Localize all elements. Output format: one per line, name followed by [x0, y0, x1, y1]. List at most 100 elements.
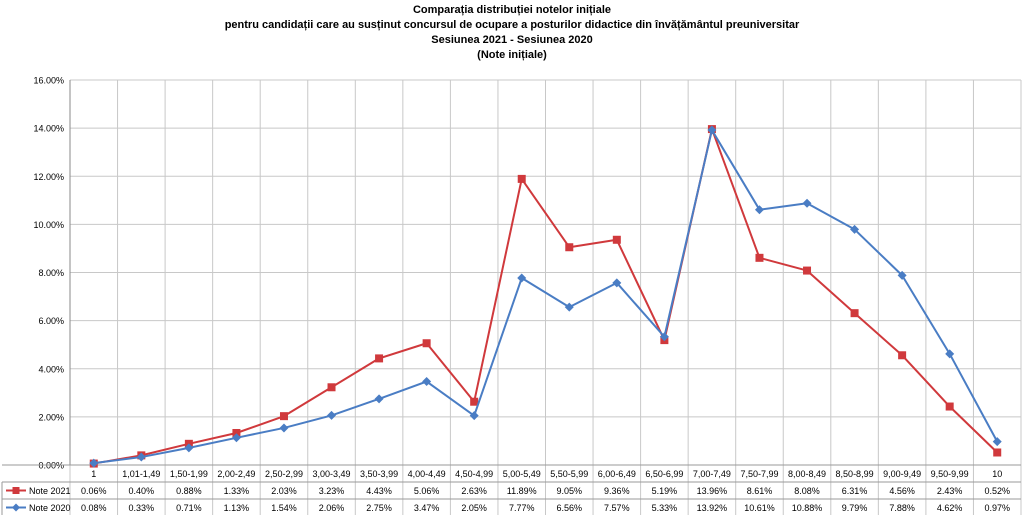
- y-tick-label: 12.00%: [33, 172, 64, 182]
- data-label-note-2021: 4.43%: [366, 486, 392, 496]
- data-point-note-2021: [803, 266, 812, 275]
- data-label-note-2020: 4.62%: [937, 503, 963, 513]
- data-point-note-2020: [89, 458, 99, 468]
- x-category-label: 5,50-5,99: [550, 469, 588, 479]
- title-line-1: Comparația distribuției notelor inițiale: [412, 4, 612, 16]
- data-point-note-2020: [850, 224, 860, 234]
- data-label-note-2020: 7.77%: [509, 503, 535, 513]
- data-label-note-2021: 8.61%: [747, 486, 773, 496]
- data-point-note-2020: [992, 437, 1002, 447]
- data-point-note-2020: [897, 270, 907, 280]
- data-label-note-2020: 1.13%: [224, 503, 250, 513]
- x-category-label: 3,50-3,99: [360, 469, 398, 479]
- x-category-label: 9,50-9,99: [931, 469, 969, 479]
- data-point-note-2020: [659, 332, 669, 342]
- x-category-label: 1: [91, 469, 96, 479]
- data-point-note-2020: [564, 302, 574, 312]
- chart-title: Comparația distribuției notelor inițiale…: [0, 3, 1024, 63]
- data-point-note-2020: [231, 433, 241, 443]
- data-point-note-2020: [754, 205, 764, 215]
- series-layer: [89, 125, 1002, 468]
- data-label-note-2021: 4.56%: [889, 486, 915, 496]
- data-label-note-2020: 10.61%: [744, 503, 775, 513]
- x-category-label: 5,00-5,49: [503, 469, 541, 479]
- data-point-note-2020: [374, 394, 384, 404]
- data-label-note-2020: 1.54%: [271, 503, 297, 513]
- legend-key-marker-note-2020: [12, 503, 20, 512]
- series-line-note-2020: [93, 129, 999, 465]
- series-note-2020: [89, 125, 1002, 468]
- data-label-note-2021: 1.33%: [224, 486, 250, 496]
- data-label-note-2021: 5.19%: [652, 486, 678, 496]
- data-point-note-2020: [327, 410, 337, 420]
- x-category-label: 7,00-7,49: [693, 469, 731, 479]
- data-point-note-2021: [279, 412, 288, 421]
- data-point-note-2021: [375, 354, 384, 363]
- data-point-note-2020: [136, 452, 146, 462]
- data-label-note-2020: 13.92%: [697, 503, 728, 513]
- x-category-label: 4,50-4,99: [455, 469, 493, 479]
- data-point-note-2021: [850, 309, 859, 318]
- data-label-note-2020: 3.47%: [414, 503, 440, 513]
- y-tick-label: 8.00%: [38, 268, 64, 278]
- data-label-note-2020: 10.88%: [792, 503, 823, 513]
- y-tick-label: 6.00%: [38, 316, 64, 326]
- data-point-note-2021: [945, 402, 954, 411]
- data-label-note-2021: 11.89%: [507, 486, 537, 496]
- data-label-note-2021: 2.03%: [271, 486, 297, 496]
- x-category-label: 2,50-2,99: [265, 469, 303, 479]
- y-tick-label: 14.00%: [33, 124, 64, 134]
- data-label-note-2021: 0.88%: [176, 486, 202, 496]
- x-category-label: 6,50-6,99: [645, 469, 683, 479]
- title-line-3: Sesiunea 2021 - Sesiunea 2020: [431, 34, 593, 46]
- data-label-note-2020: 7.57%: [604, 503, 630, 513]
- data-point-note-2020: [279, 423, 289, 433]
- legend-label-note-2020: Note 2020: [29, 503, 71, 513]
- data-label-note-2021: 0.06%: [81, 486, 107, 496]
- data-label-note-2020: 0.71%: [176, 503, 202, 513]
- data-point-note-2021: [327, 383, 336, 392]
- data-label-note-2021: 3.23%: [319, 486, 345, 496]
- data-label-note-2020: 0.08%: [81, 503, 107, 513]
- x-category-label: 1,01-1,49: [122, 469, 160, 479]
- data-point-note-2020: [945, 349, 955, 359]
- y-tick-label: 4.00%: [38, 364, 64, 374]
- data-point-note-2020: [469, 411, 479, 421]
- x-category-label: 6,00-6,49: [598, 469, 636, 479]
- data-label-note-2021: 0.52%: [984, 486, 1010, 496]
- data-label-note-2021: 2.63%: [461, 486, 487, 496]
- grid-layer: [69, 79, 1022, 515]
- title-line-4: (Note inițiale): [477, 49, 547, 61]
- data-point-note-2020: [184, 443, 194, 453]
- data-point-note-2021: [470, 397, 479, 406]
- data-label-note-2021: 2.43%: [937, 486, 963, 496]
- legend-label-note-2021: Note 2021: [29, 486, 71, 496]
- data-label-note-2021: 8.08%: [794, 486, 820, 496]
- data-point-note-2020: [422, 377, 432, 387]
- data-label-note-2020: 0.97%: [984, 503, 1010, 513]
- data-label-note-2020: 2.75%: [366, 503, 392, 513]
- data-label-note-2021: 9.36%: [604, 486, 630, 496]
- y-tick-label: 10.00%: [33, 220, 64, 230]
- data-label-note-2020: 6.56%: [557, 503, 583, 513]
- x-category-label: 8,50-8,99: [836, 469, 874, 479]
- data-point-note-2021: [422, 339, 431, 348]
- x-category-label: 8,00-8,49: [788, 469, 826, 479]
- data-label-note-2020: 2.05%: [461, 503, 487, 513]
- data-point-note-2020: [707, 125, 717, 135]
- x-category-label: 2,00-2,49: [217, 469, 255, 479]
- data-label-note-2021: 0.40%: [129, 486, 155, 496]
- data-point-note-2020: [517, 273, 527, 283]
- legend-key-marker-note-2021: [12, 487, 20, 494]
- x-category-label: 1,50-1,99: [170, 469, 208, 479]
- data-label-note-2021: 6.31%: [842, 486, 868, 496]
- data-point-note-2021: [993, 448, 1002, 457]
- data-label-note-2020: 5.33%: [652, 503, 678, 513]
- data-point-note-2021: [517, 174, 526, 183]
- data-label-note-2020: 2.06%: [319, 503, 345, 513]
- data-point-note-2020: [612, 278, 622, 288]
- x-category-label: 10: [992, 469, 1002, 479]
- data-label-note-2020: 0.33%: [129, 503, 155, 513]
- x-category-label: 4,00-4,49: [408, 469, 446, 479]
- data-table: 1 1,01-1,49 1,50-1,99 2,00-2,49 2,50-2,99 3,0…: [1, 464, 1021, 515]
